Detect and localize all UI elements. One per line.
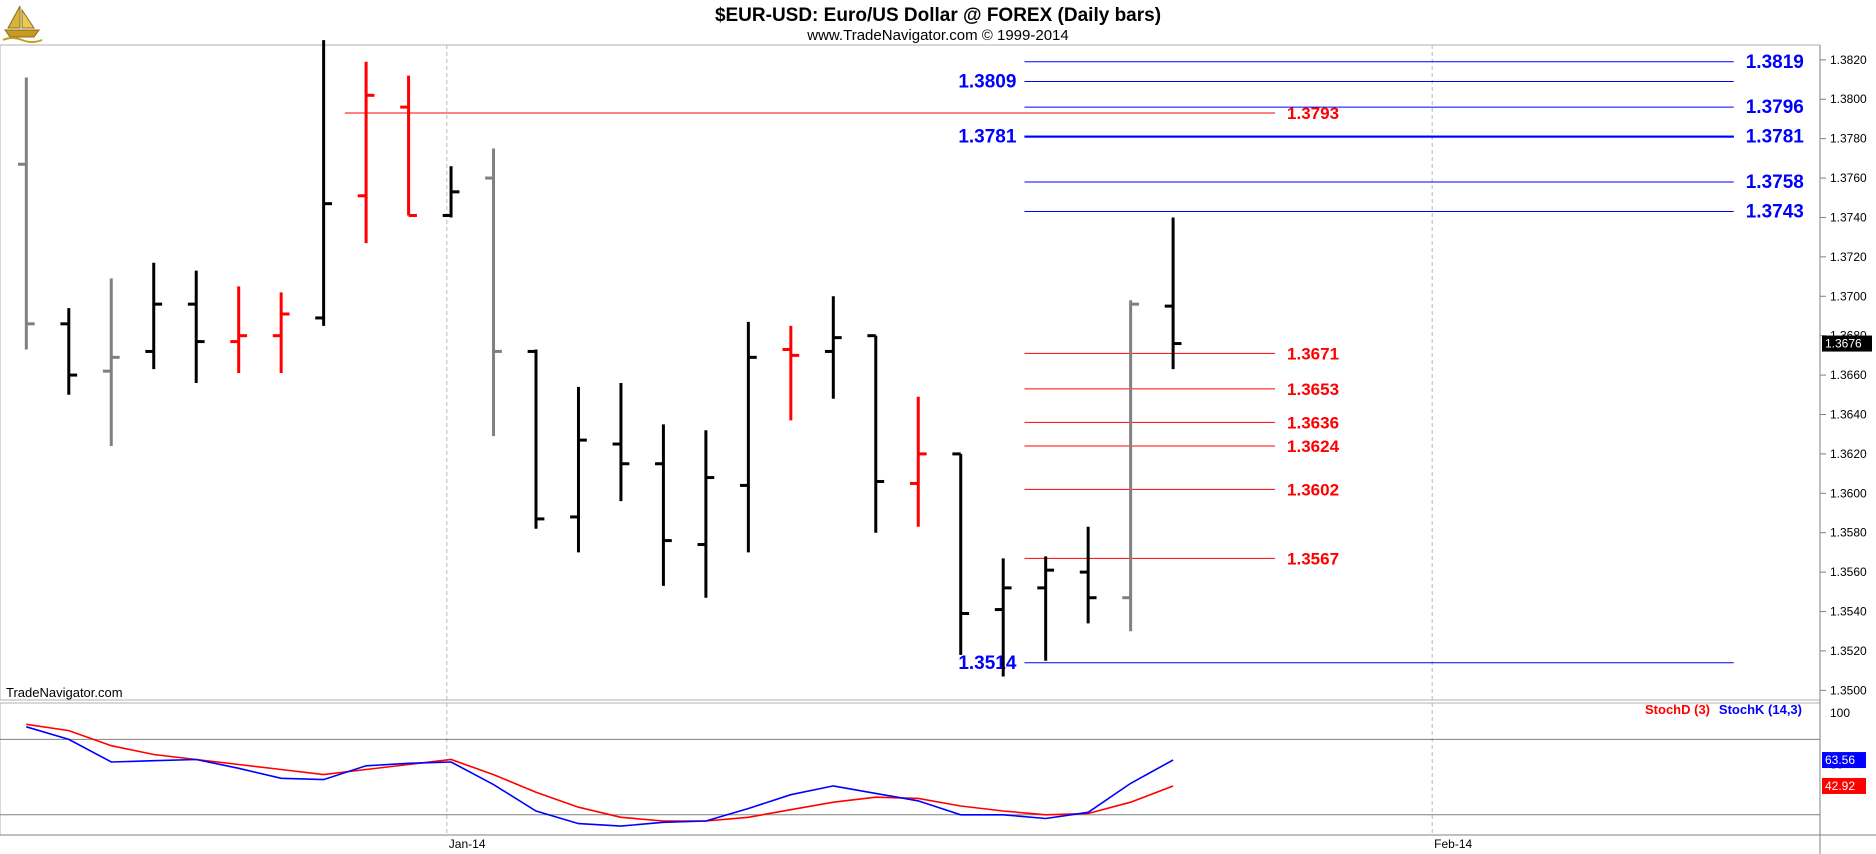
ohlc-bar xyxy=(315,40,333,326)
price-tick-label: 1.3500 xyxy=(1830,683,1867,697)
ohlc-bar xyxy=(527,349,545,529)
chart-subtitle: www.TradeNavigator.com © 1999-2014 xyxy=(806,27,1068,44)
price-level-label: 1.3567 xyxy=(1287,549,1339,568)
ohlc-bar xyxy=(400,75,417,217)
price-level-label: 1.3602 xyxy=(1287,480,1339,499)
price-level-label: 1.3793 xyxy=(1287,104,1339,123)
price-level-label: 1.3636 xyxy=(1287,413,1339,432)
ohlc-bar xyxy=(952,452,970,655)
price-level-label: 1.3781 xyxy=(1746,127,1805,148)
ohlc-bar xyxy=(60,308,78,395)
ohlc-bar xyxy=(994,558,1012,677)
price-level-label: 1.3796 xyxy=(1746,97,1804,118)
price-tick-label: 1.3740 xyxy=(1830,210,1867,224)
price-tick-label: 1.3600 xyxy=(1830,486,1867,500)
ohlc-bar xyxy=(1037,556,1055,661)
price-levels: 1.3819 1.3809 1.3796 1.3781 1.3781 1.3758 1.37… xyxy=(344,52,1805,674)
date-tick-label: Feb-14 xyxy=(1434,837,1472,851)
ohlc-bar xyxy=(145,262,163,370)
stochastic-value-tag-box xyxy=(1822,777,1866,794)
price-tick-label: 1.3640 xyxy=(1830,407,1867,421)
stochastic-value-tag-box xyxy=(1822,752,1866,769)
ohlc-bar xyxy=(824,296,842,399)
price-tick-label: 1.3700 xyxy=(1830,289,1867,303)
price-tick-label: 1.3780 xyxy=(1830,132,1867,146)
last-price-tag-text: 1.3676 xyxy=(1825,337,1862,351)
watermark-text: TradeNavigator.com xyxy=(6,685,123,700)
ohlc-bar xyxy=(272,292,290,374)
stochastic-line xyxy=(26,726,1174,827)
month-gridlines xyxy=(446,45,1433,835)
price-level-label: 1.3819 xyxy=(1746,52,1804,73)
price-level-label: 1.3809 xyxy=(958,71,1016,92)
price-tick-label: 1.3800 xyxy=(1830,92,1867,106)
ohlc-bar xyxy=(655,424,672,586)
ohlc-bars xyxy=(17,40,1182,677)
last-price-tag-box xyxy=(1822,335,1872,352)
chart-title: $EUR-USD: Euro/US Dollar @ FOREX (Daily … xyxy=(715,5,1161,26)
ohlc-bar xyxy=(187,270,205,383)
price-level-label: 1.3743 xyxy=(1746,202,1804,223)
legend-stochd: StochD (3) xyxy=(1645,702,1710,717)
price-tick-label: 1.3760 xyxy=(1830,171,1867,185)
price-tick-label: 1.3820 xyxy=(1830,53,1867,67)
price-tick-label: 1.3720 xyxy=(1830,250,1867,264)
price-tick-label: 1.3540 xyxy=(1830,605,1867,619)
price-tick-label: 1.3520 xyxy=(1830,644,1867,658)
price-tick-label: 1.3560 xyxy=(1830,565,1867,579)
price-level-label: 1.3624 xyxy=(1287,437,1340,456)
stochastic-value-tag-text: 63.56 xyxy=(1825,753,1855,767)
price-level-label: 1.3758 xyxy=(1746,172,1804,193)
ohlc-bar xyxy=(17,77,35,350)
ohlc-bar xyxy=(867,334,885,533)
stochastic-value-tag-text: 42.92 xyxy=(1825,779,1855,793)
price-level-label: 1.3514 xyxy=(958,653,1017,674)
price-tick-label: 1.3660 xyxy=(1830,368,1867,382)
legend-stochk: StochK (14,3) xyxy=(1719,702,1802,717)
date-tick-label: Jan-14 xyxy=(449,837,486,851)
ohlc-bar xyxy=(442,166,460,218)
date-axis: Jan-14 Feb-14 xyxy=(449,837,1473,851)
stochastic-tick-label: 100 xyxy=(1830,706,1850,720)
ohlc-bar xyxy=(697,430,715,598)
stochastic-line xyxy=(26,723,1174,822)
ohlc-bar xyxy=(782,325,800,421)
ohlc-bar xyxy=(230,286,248,374)
ohlc-bar xyxy=(357,61,375,244)
ohlc-bar xyxy=(909,396,927,527)
ohlc-bar xyxy=(570,386,587,553)
ohlc-bar xyxy=(612,382,630,502)
last-price-tag: 1.3676 xyxy=(1822,335,1872,352)
ohlc-bar xyxy=(1079,526,1097,624)
price-tick-label: 1.3620 xyxy=(1830,447,1867,461)
logo xyxy=(2,5,43,43)
price-level-label: 1.3781 xyxy=(958,127,1017,148)
ohlc-bar xyxy=(739,321,757,553)
ohlc-bar xyxy=(1164,217,1182,370)
price-level-label: 1.3671 xyxy=(1287,344,1339,363)
ohlc-bar xyxy=(485,148,502,437)
price-tick-label: 1.3580 xyxy=(1830,526,1867,540)
ohlc-bar xyxy=(102,278,120,447)
price-level-label: 1.3653 xyxy=(1287,380,1339,399)
ohlc-bar xyxy=(1122,300,1139,632)
sailboat-logo-icon xyxy=(2,5,43,43)
